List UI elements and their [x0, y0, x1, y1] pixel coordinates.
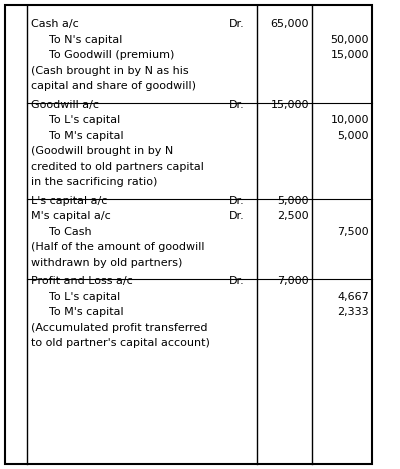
Text: 5,000: 5,000	[338, 131, 369, 141]
Text: Dr.: Dr.	[229, 196, 245, 206]
Text: 50,000: 50,000	[330, 35, 369, 45]
Text: Dr.: Dr.	[229, 276, 245, 287]
Text: withdrawn by old partners): withdrawn by old partners)	[31, 258, 182, 268]
Text: in the sacrificing ratio): in the sacrificing ratio)	[31, 177, 157, 188]
Text: Goodwill a/c: Goodwill a/c	[31, 100, 99, 110]
Text: To M's capital: To M's capital	[49, 131, 124, 141]
Text: 15,000: 15,000	[330, 50, 369, 61]
Text: L's capital a/c: L's capital a/c	[31, 196, 107, 206]
Text: 4,667: 4,667	[337, 292, 369, 302]
Text: To L's capital: To L's capital	[49, 115, 120, 125]
Text: 15,000: 15,000	[270, 100, 309, 110]
Text: To Goodwill (premium): To Goodwill (premium)	[49, 50, 174, 61]
Text: 65,000: 65,000	[270, 19, 309, 30]
Text: Dr.: Dr.	[229, 19, 245, 30]
Text: Dr.: Dr.	[229, 212, 245, 221]
Text: to old partner's capital account): to old partner's capital account)	[31, 339, 210, 348]
Text: capital and share of goodwill): capital and share of goodwill)	[31, 82, 196, 91]
Text: To M's capital: To M's capital	[49, 307, 124, 318]
Text: Profit and Loss a/c: Profit and Loss a/c	[31, 276, 133, 287]
Text: 2,500: 2,500	[277, 212, 309, 221]
Text: (Accumulated profit transferred: (Accumulated profit transferred	[31, 323, 208, 333]
Text: 2,333: 2,333	[337, 307, 369, 318]
Text: 5,000: 5,000	[278, 196, 309, 206]
Text: 10,000: 10,000	[330, 115, 369, 125]
Text: Dr.: Dr.	[229, 100, 245, 110]
Text: (Half of the amount of goodwill: (Half of the amount of goodwill	[31, 242, 204, 252]
Text: M's capital a/c: M's capital a/c	[31, 212, 111, 221]
Text: Cash a/c: Cash a/c	[31, 19, 79, 30]
Text: (Cash brought in by N as his: (Cash brought in by N as his	[31, 66, 189, 76]
Text: To Cash: To Cash	[49, 227, 92, 237]
Text: 7,000: 7,000	[277, 276, 309, 287]
Text: credited to old partners capital: credited to old partners capital	[31, 162, 204, 172]
Text: To N's capital: To N's capital	[49, 35, 122, 45]
Text: To L's capital: To L's capital	[49, 292, 120, 302]
Text: 7,500: 7,500	[337, 227, 369, 237]
Text: (Goodwill brought in by N: (Goodwill brought in by N	[31, 146, 173, 156]
